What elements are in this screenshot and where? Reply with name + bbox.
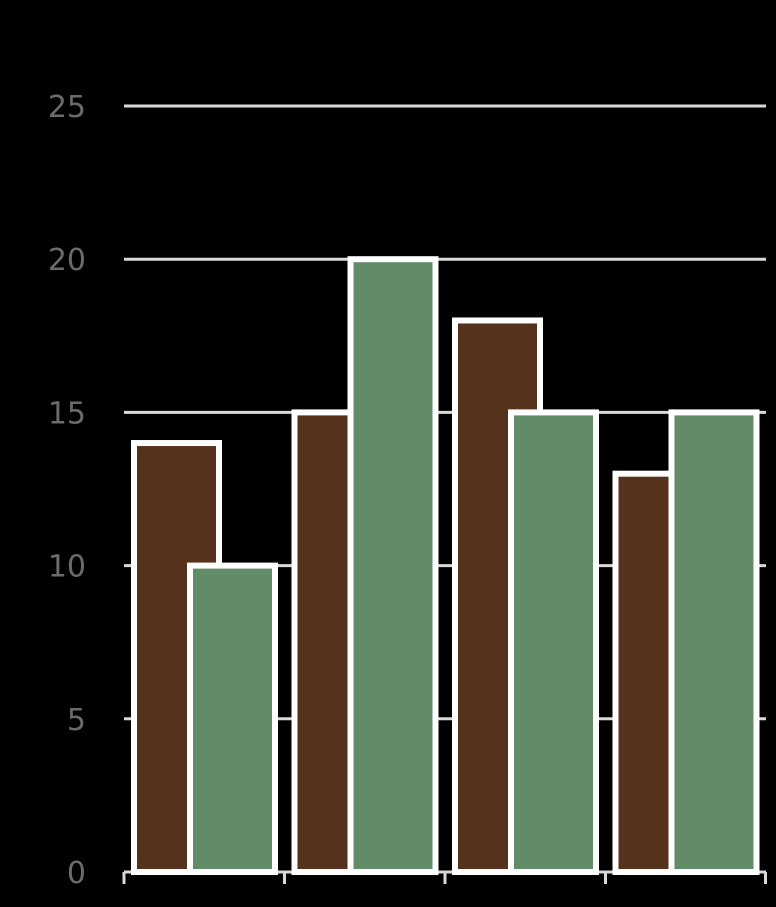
bar-series-2-cat-1 (187, 562, 278, 875)
y-axis-tick-labels: 0 5 10 15 20 25 (48, 90, 86, 891)
bar-series-2-cat-3 (508, 409, 599, 875)
bars (131, 256, 760, 876)
y-tick-label-0: 0 (67, 856, 86, 891)
y-tick-label-10: 10 (48, 550, 86, 585)
y-tick-label-5: 5 (67, 703, 86, 738)
y-tick-label-20: 20 (48, 243, 86, 278)
bar-series-2-cat-2 (347, 256, 439, 875)
bar-series-2-cat-4 (668, 409, 760, 875)
y-tick-label-15: 15 (48, 396, 86, 431)
y-tick-label-25: 25 (48, 90, 86, 125)
